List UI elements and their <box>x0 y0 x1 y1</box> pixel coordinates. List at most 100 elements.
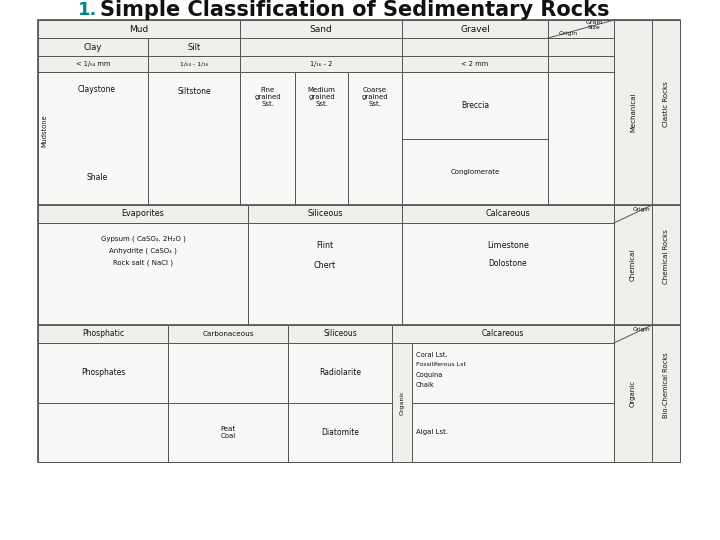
Bar <box>248 205 402 223</box>
Bar <box>614 223 652 325</box>
Bar <box>38 325 168 343</box>
Text: Organic: Organic <box>630 380 636 407</box>
Text: Origin: Origin <box>633 206 650 212</box>
Text: Flint: Flint <box>316 240 333 249</box>
Text: Algal Lst.: Algal Lst. <box>416 429 448 435</box>
Bar <box>240 72 295 205</box>
Bar <box>288 325 392 343</box>
Bar <box>548 20 614 38</box>
Bar <box>402 38 548 56</box>
Text: Claystone: Claystone <box>78 85 116 94</box>
Bar <box>240 20 402 38</box>
Text: Bio-Chemical Rocks: Bio-Chemical Rocks <box>663 353 669 418</box>
Text: Coarse
grained
Sst.: Coarse grained Sst. <box>361 87 388 107</box>
Bar <box>148 72 240 205</box>
Text: Clay: Clay <box>84 43 102 51</box>
Text: Evaporites: Evaporites <box>122 210 164 219</box>
Bar <box>168 343 288 402</box>
Text: Silt: Silt <box>187 43 201 51</box>
Text: Mechanical: Mechanical <box>630 93 636 132</box>
Text: Clastic Rocks: Clastic Rocks <box>663 82 669 127</box>
Text: Siltstone: Siltstone <box>177 87 211 97</box>
Text: 1/₁₆ - 2: 1/₁₆ - 2 <box>310 61 332 67</box>
Text: Fine
grained
Sst.: Fine grained Sst. <box>254 87 281 107</box>
Text: Dolostone: Dolostone <box>489 259 527 267</box>
Bar <box>652 205 680 325</box>
Bar <box>38 72 148 205</box>
Text: Calcareous: Calcareous <box>485 210 531 219</box>
Bar <box>402 223 614 325</box>
Text: 1/₆₄ - 1/₁₆: 1/₆₄ - 1/₁₆ <box>180 62 208 66</box>
Text: Shale: Shale <box>86 172 107 181</box>
Text: Siliceous: Siliceous <box>323 329 357 339</box>
Text: Calcareous: Calcareous <box>482 329 524 339</box>
Bar <box>614 205 652 223</box>
Bar <box>412 343 614 402</box>
Text: Chemical: Chemical <box>630 249 636 281</box>
Bar <box>148 38 240 56</box>
Bar <box>288 402 392 462</box>
Text: Phosphates: Phosphates <box>81 368 125 377</box>
Bar <box>148 56 240 72</box>
Text: Breccia: Breccia <box>461 101 489 110</box>
Bar <box>548 56 614 72</box>
Bar <box>392 343 412 462</box>
Bar <box>38 205 248 223</box>
Bar <box>652 325 680 462</box>
Bar <box>248 223 402 325</box>
Bar <box>295 72 348 205</box>
Text: Chert: Chert <box>314 260 336 269</box>
Bar <box>614 325 652 462</box>
Text: Chemical Rocks: Chemical Rocks <box>663 230 669 285</box>
Bar <box>38 38 148 56</box>
Bar <box>412 402 614 462</box>
Bar <box>168 325 288 343</box>
Bar <box>240 56 402 72</box>
Text: Sand: Sand <box>310 24 333 33</box>
Bar <box>38 343 168 402</box>
Text: Anhydrite ( CaSO₄ ): Anhydrite ( CaSO₄ ) <box>109 248 177 254</box>
Bar <box>38 20 680 205</box>
Bar <box>402 20 548 38</box>
Bar <box>614 20 652 205</box>
Text: Siliceous: Siliceous <box>307 210 343 219</box>
Bar <box>348 72 402 205</box>
Bar <box>38 56 148 72</box>
Text: Coquina: Coquina <box>416 372 444 378</box>
Bar <box>548 72 614 205</box>
Bar <box>402 72 548 205</box>
Text: Phosphatic: Phosphatic <box>82 329 124 339</box>
Text: Grain
Size: Grain Size <box>585 19 603 30</box>
Bar <box>652 20 680 205</box>
Text: Diatomite: Diatomite <box>321 428 359 437</box>
Text: Rock salt ( NaCl ): Rock salt ( NaCl ) <box>113 260 173 266</box>
Bar <box>288 343 392 402</box>
Text: Origin: Origin <box>558 30 577 36</box>
Text: Carbonaceous: Carbonaceous <box>202 331 253 337</box>
Bar <box>38 20 240 38</box>
Text: Fossiliferous Lst: Fossiliferous Lst <box>416 362 466 368</box>
Text: Organic: Organic <box>400 390 405 415</box>
Text: Limestone: Limestone <box>487 240 529 249</box>
Text: Coral Lst.: Coral Lst. <box>416 352 448 358</box>
Text: Peat
Coal: Peat Coal <box>220 426 235 438</box>
Bar <box>38 205 680 325</box>
Text: 1.: 1. <box>78 1 97 19</box>
Bar <box>614 325 652 343</box>
Text: < 1/₆₄ mm: < 1/₆₄ mm <box>76 61 110 67</box>
Text: < 2 mm: < 2 mm <box>462 61 489 67</box>
Bar <box>402 205 614 223</box>
Text: Simple Classification of Sedimentary Rocks: Simple Classification of Sedimentary Roc… <box>100 0 610 20</box>
Bar <box>38 223 248 325</box>
Text: Gypsum ( CaSO₄. 2H₂O ): Gypsum ( CaSO₄. 2H₂O ) <box>101 236 186 242</box>
Bar <box>38 402 168 462</box>
Text: Chalk: Chalk <box>416 382 435 388</box>
Text: Mud: Mud <box>130 24 148 33</box>
Text: Radiolarite: Radiolarite <box>319 368 361 377</box>
Bar <box>402 56 548 72</box>
Bar <box>240 38 402 56</box>
Bar <box>38 325 680 462</box>
Text: Medium
grained
Sst.: Medium grained Sst. <box>307 87 336 107</box>
Bar <box>548 38 614 56</box>
Text: Mudstone: Mudstone <box>41 114 47 147</box>
